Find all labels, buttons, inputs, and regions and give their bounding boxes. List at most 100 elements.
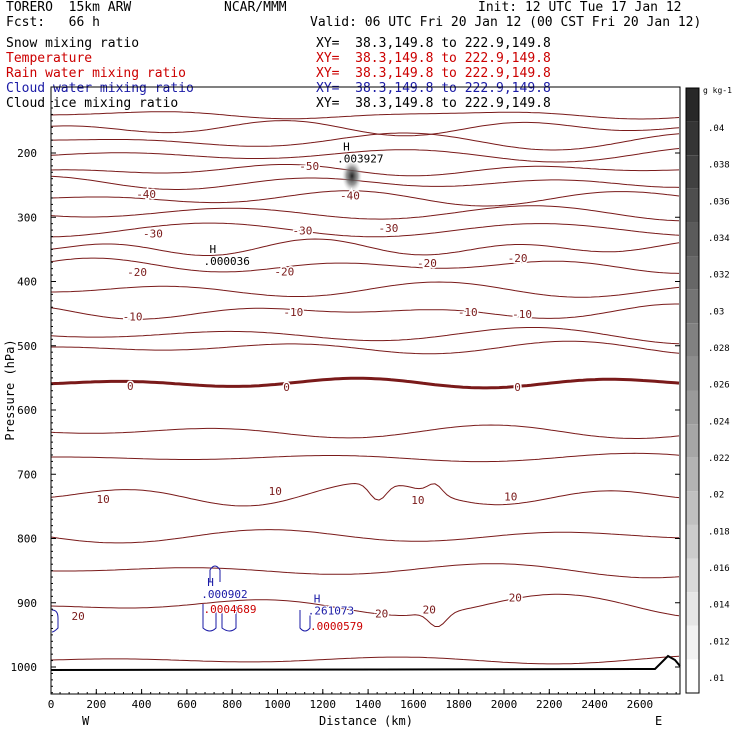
isotherm-line: [50, 175, 680, 190]
cloud-water-contour: [202, 604, 237, 632]
y-tick-label: 500: [17, 340, 37, 353]
isotherm-line: [50, 205, 680, 222]
isotherm-line: [50, 303, 679, 320]
isotherm-label: 0: [283, 381, 290, 394]
extremum-high-label: H: [343, 140, 350, 153]
colorbar-swatch: [686, 524, 699, 559]
extremum-high-label: H: [314, 593, 321, 606]
cloud-water-contour: [299, 610, 311, 632]
colorbar-tick-label: .038: [708, 161, 730, 171]
field-snow-xy: XY= 38.3,149.8 to 222.9,149.8: [316, 36, 551, 51]
extremum-high-label: H: [207, 576, 214, 589]
colorbar-tick-label: .028: [708, 344, 730, 354]
isotherm-label: -20: [274, 266, 294, 279]
x-tick-label: 1800: [445, 698, 472, 711]
extremum-high-label: H: [210, 243, 217, 256]
colorbar-swatch: [686, 558, 699, 593]
isotherm-line: [50, 593, 680, 627]
isotherm-label: -30: [379, 222, 399, 235]
extremum-value: .0004689: [204, 603, 257, 616]
colorbar-swatch: [686, 323, 699, 357]
colorbar-swatch: [686, 659, 699, 693]
y-tick-label: 800: [17, 533, 37, 546]
colorbar-tick-label: .012: [708, 637, 730, 647]
colorbar-tick-label: .02: [708, 491, 724, 501]
model-title: TORERO 15km ARW: [6, 0, 132, 15]
extremum-value: .003927: [337, 152, 383, 165]
cloud-water-contour: [209, 565, 221, 582]
x-tick-label: 2600: [627, 698, 654, 711]
isotherm-label: -10: [458, 306, 478, 319]
x-tick-label: 2000: [491, 698, 518, 711]
colorbar-swatch: [686, 155, 699, 189]
x-tick-label: 600: [177, 698, 197, 711]
colorbar-swatch: [686, 356, 699, 391]
x-axis-title: Distance (km): [319, 714, 413, 728]
isotherm-line: [51, 340, 680, 355]
y-tick-label: 600: [17, 404, 37, 417]
x-tick-label: 400: [132, 698, 152, 711]
snow-maximum-shading: [342, 160, 362, 192]
isotherm-label: -30: [143, 228, 163, 241]
colorbar-swatch: [686, 289, 699, 324]
x-tick-label: 1400: [355, 698, 382, 711]
field-rain-name: Rain water mixing ratio: [6, 66, 187, 81]
isotherm-label: 10: [411, 494, 424, 507]
isotherm-line: [50, 238, 680, 256]
isotherm-line: [50, 563, 680, 579]
colorbar-tick-label: .018: [708, 527, 730, 537]
init-time: Init: 12 UTC Tue 17 Jan 12: [478, 0, 682, 15]
isotherm-line: [50, 190, 680, 207]
isotherm-line: [51, 132, 680, 151]
terrain-line: [50, 654, 681, 671]
isotherm-line: [51, 281, 680, 298]
field-temperature-xy: XY= 38.3,149.8 to 222.9,149.8: [316, 51, 551, 66]
isotherm-label: -20: [508, 252, 528, 265]
y-tick-label: 300: [17, 211, 37, 224]
field-cloudice-xy: XY= 38.3,149.8 to 222.9,149.8: [316, 96, 551, 111]
colorbar-swatch: [686, 457, 699, 492]
extremum-value: .261073: [308, 605, 354, 618]
field-snow-name: Snow mixing ratio: [6, 36, 140, 51]
isotherm-line: [50, 424, 680, 439]
y-tick-label: 700: [17, 468, 37, 481]
isotherm-labels: -50 -40 -40 -30 -30 -30 -20 -20 -20 -20 -10 -10 -10 -…: [70, 159, 534, 625]
isotherm-label: 10: [96, 493, 109, 506]
colorbar-swatch: [686, 88, 699, 122]
y-axis-title: Pressure (hPa): [3, 339, 17, 440]
colorbar-swatch: [686, 424, 699, 458]
x-tick-label: 1200: [310, 698, 337, 711]
x-tick-label: 1600: [400, 698, 427, 711]
x-tick-label: 2200: [536, 698, 563, 711]
colorbar-tick-label: .022: [708, 454, 730, 464]
x-tick-label: 0: [48, 698, 55, 711]
cloud-water-contours: [51, 565, 311, 633]
isotherm-line: [50, 529, 680, 544]
colorbar-tick-label: .04: [708, 124, 724, 134]
snow-mixing-shading: [342, 160, 362, 192]
east-end-label: E: [655, 714, 662, 728]
colorbar-tick-label: .01: [708, 674, 724, 684]
extrema-markers: H.003927H.000036H.000902.0004689H.261073…: [200, 140, 384, 634]
colorbar-tick-label: .03: [708, 307, 724, 317]
plot-frame: [50, 86, 681, 695]
x-tick-label: 200: [86, 698, 106, 711]
isotherm-line: [50, 327, 680, 345]
field-cloudwater-xy: XY= 38.3,149.8 to 222.9,149.8: [316, 81, 551, 96]
isotherm-label: 0: [127, 380, 134, 393]
isotherm-line: [50, 111, 680, 120]
isotherm-label: 10: [504, 490, 517, 503]
colorbar-swatch: [686, 592, 699, 626]
colorbar-tick-label: .032: [708, 271, 730, 281]
isotherm-label: 20: [509, 591, 522, 604]
isotherm-line: [50, 222, 680, 238]
colorbar-swatch: [686, 390, 699, 425]
field-cloudice-name: Cloud ice mixing ratio: [6, 96, 179, 111]
isotherm-label: 20: [375, 607, 388, 620]
isotherm-label: -40: [340, 190, 360, 203]
x-tick-label: 1000: [264, 698, 291, 711]
isotherm-label: -10: [512, 308, 532, 321]
y-tick-label: 400: [17, 276, 37, 289]
isotherm-line: [50, 257, 680, 274]
